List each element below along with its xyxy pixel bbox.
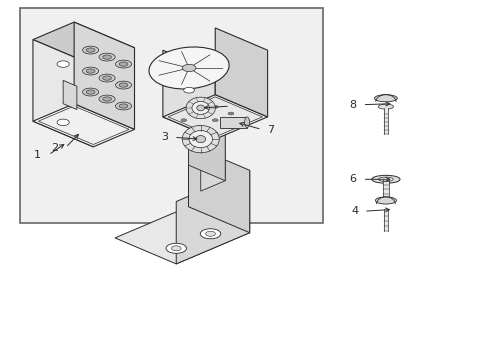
Polygon shape xyxy=(33,104,134,147)
Ellipse shape xyxy=(371,175,399,183)
Polygon shape xyxy=(188,144,249,233)
Circle shape xyxy=(189,131,212,148)
Ellipse shape xyxy=(171,246,181,251)
Ellipse shape xyxy=(200,229,220,239)
Ellipse shape xyxy=(196,112,202,115)
Ellipse shape xyxy=(57,61,69,67)
Ellipse shape xyxy=(82,88,99,96)
Polygon shape xyxy=(39,106,129,144)
Polygon shape xyxy=(63,80,77,109)
Ellipse shape xyxy=(183,87,194,93)
Ellipse shape xyxy=(196,125,202,128)
Ellipse shape xyxy=(374,95,397,102)
Bar xyxy=(383,108,387,134)
Ellipse shape xyxy=(119,83,128,87)
Ellipse shape xyxy=(205,231,215,236)
Polygon shape xyxy=(33,40,93,147)
Ellipse shape xyxy=(86,48,95,52)
Polygon shape xyxy=(163,95,267,139)
Ellipse shape xyxy=(212,105,218,108)
Circle shape xyxy=(192,102,209,114)
Ellipse shape xyxy=(115,102,131,110)
Ellipse shape xyxy=(82,67,99,75)
Text: 7: 7 xyxy=(267,125,274,135)
Polygon shape xyxy=(200,118,225,191)
Ellipse shape xyxy=(375,197,396,204)
Ellipse shape xyxy=(227,125,233,128)
Ellipse shape xyxy=(86,69,95,73)
Polygon shape xyxy=(168,97,262,137)
Polygon shape xyxy=(188,103,225,181)
Ellipse shape xyxy=(182,64,196,72)
Ellipse shape xyxy=(99,74,115,82)
Text: 3: 3 xyxy=(161,132,168,142)
Ellipse shape xyxy=(115,81,131,89)
Text: 1: 1 xyxy=(34,150,41,160)
Ellipse shape xyxy=(99,53,115,61)
Polygon shape xyxy=(176,170,249,264)
Ellipse shape xyxy=(227,112,233,115)
Text: 6: 6 xyxy=(349,174,356,184)
Ellipse shape xyxy=(119,104,128,108)
Text: 8: 8 xyxy=(349,100,356,110)
Circle shape xyxy=(196,135,205,143)
Ellipse shape xyxy=(149,47,229,89)
Ellipse shape xyxy=(99,95,115,103)
Polygon shape xyxy=(215,28,267,117)
Ellipse shape xyxy=(57,119,69,126)
Circle shape xyxy=(186,97,215,119)
Ellipse shape xyxy=(378,104,393,109)
Ellipse shape xyxy=(244,117,249,128)
Bar xyxy=(382,178,388,200)
Ellipse shape xyxy=(181,119,186,122)
Circle shape xyxy=(197,105,204,111)
Ellipse shape xyxy=(243,119,249,122)
Polygon shape xyxy=(163,50,215,139)
Bar xyxy=(20,8,322,223)
Ellipse shape xyxy=(102,76,111,80)
Ellipse shape xyxy=(119,62,128,66)
Text: 4: 4 xyxy=(351,206,358,216)
Text: 5: 5 xyxy=(235,101,243,111)
Ellipse shape xyxy=(212,132,218,135)
Ellipse shape xyxy=(212,119,218,122)
Ellipse shape xyxy=(102,97,111,101)
Ellipse shape xyxy=(102,55,111,59)
Text: 2: 2 xyxy=(51,143,58,153)
Polygon shape xyxy=(115,207,249,264)
Bar xyxy=(383,209,387,231)
Polygon shape xyxy=(33,22,134,65)
Circle shape xyxy=(182,126,219,153)
Ellipse shape xyxy=(86,90,95,94)
Bar xyxy=(220,117,246,128)
Ellipse shape xyxy=(165,243,186,253)
Ellipse shape xyxy=(378,177,392,181)
Ellipse shape xyxy=(82,46,99,54)
Polygon shape xyxy=(74,22,134,129)
Ellipse shape xyxy=(115,60,131,68)
